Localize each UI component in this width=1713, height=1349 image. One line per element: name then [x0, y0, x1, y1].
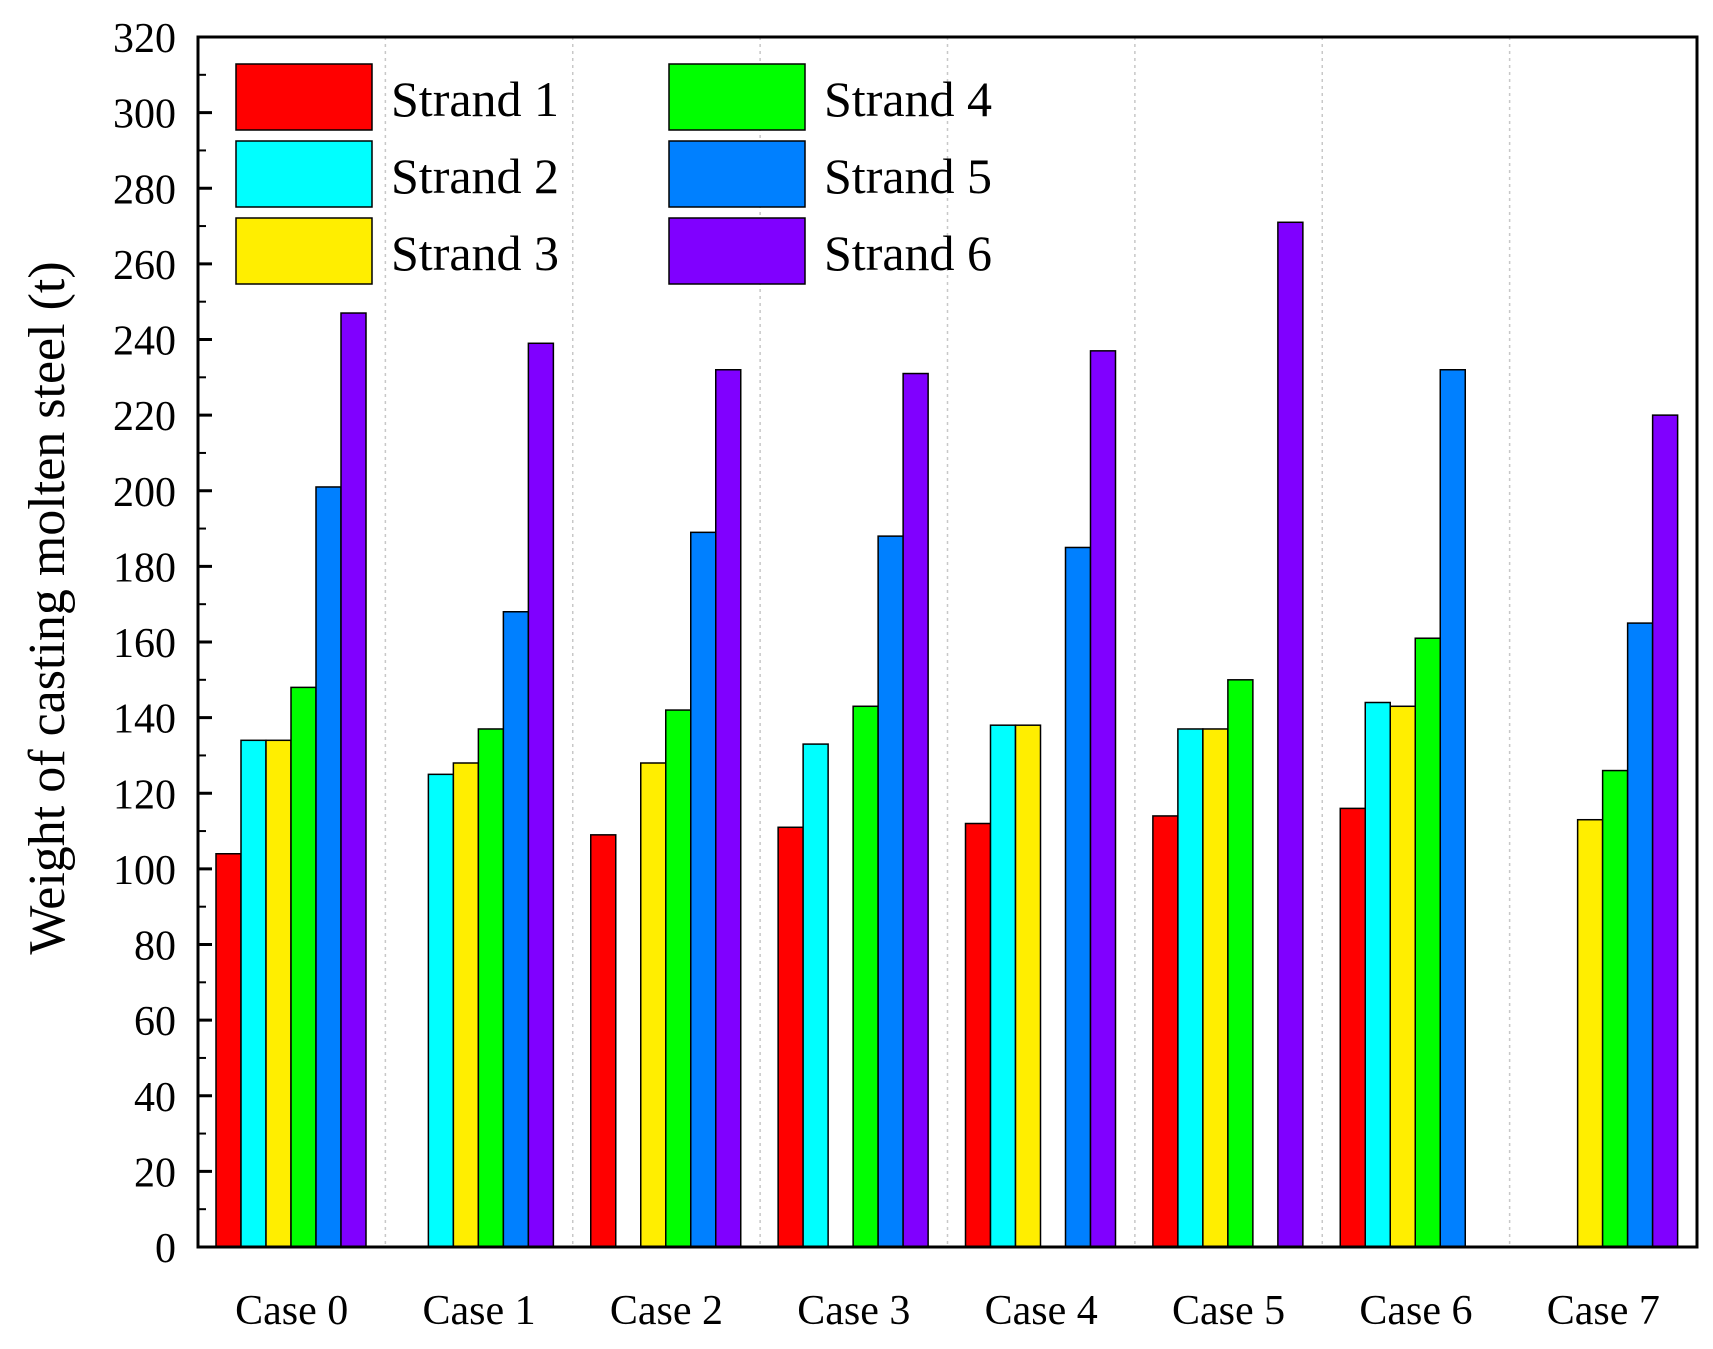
bar-strand-4-case-5: [1227, 679, 1254, 1248]
grid-lines: [384, 37, 1511, 1247]
bar-strand-5-case-3: [877, 535, 904, 1248]
bar-strand-5-case-6: [1439, 369, 1466, 1248]
bar-strand-2-case-5: [1177, 728, 1204, 1248]
y-axis-ticks: 0 20 40 60 80 100 120 140 160 180 200 220 240 260 280 3…: [113, 16, 212, 1272]
legend-swatch: [235, 217, 373, 285]
y-tick-label: 320: [113, 16, 176, 62]
bar-strand-6-case-2: [715, 369, 742, 1248]
legend-label: Strand 4: [824, 71, 992, 127]
y-axis-title: Weight of casting molten steel (t): [19, 261, 76, 954]
bar-strand-3-case-5: [1202, 728, 1229, 1248]
bar-strand-6-case-5: [1277, 221, 1304, 1248]
legend-swatch: [235, 63, 373, 131]
bar-strand-6-case-7: [1651, 414, 1679, 1248]
y-tick-label: 40: [134, 1075, 176, 1121]
bar-strand-1-case-4: [964, 822, 992, 1248]
bar-strand-5-case-1: [502, 611, 530, 1248]
bar-strand-3-case-0: [265, 739, 292, 1248]
bar-strand-2-case-6: [1364, 701, 1391, 1248]
y-tick-label: 260: [113, 243, 176, 289]
x-category-label: Case 7: [1547, 1288, 1660, 1334]
bar-strand-2-case-1: [427, 773, 455, 1248]
x-category-label: Case 3: [797, 1288, 910, 1334]
bar-strand-1-case-0: [215, 853, 242, 1248]
y-tick-label: 200: [113, 470, 176, 516]
x-category-label: Case 0: [235, 1288, 348, 1334]
x-category-label: Case 2: [610, 1288, 723, 1334]
bar-strand-4-case-1: [477, 728, 505, 1248]
bar-strand-6-case-4: [1089, 350, 1117, 1248]
bar-strand-3-case-6: [1389, 705, 1416, 1248]
bar-strand-5-case-0: [315, 486, 342, 1248]
bar-strand-1-case-2: [590, 834, 617, 1248]
y-tick-label: 240: [113, 319, 176, 365]
legend-label: Strand 1: [391, 71, 559, 127]
bar-strand-3-case-1: [452, 762, 480, 1248]
y-tick-label: 120: [113, 772, 176, 818]
x-category-label: Case 1: [422, 1288, 535, 1334]
bar-strand-2-case-4: [989, 724, 1017, 1248]
bar-strand-4-case-7: [1601, 769, 1629, 1248]
bar-strand-6-case-1: [527, 342, 555, 1248]
bar-strand-6-case-0: [340, 312, 367, 1248]
bar-strand-3-case-7: [1576, 818, 1604, 1248]
y-tick-label: 280: [113, 167, 176, 213]
bar-strand-4-case-6: [1414, 637, 1441, 1248]
bar-strand-4-case-2: [665, 709, 692, 1248]
legend: Strand 1 Strand 2 Strand 3 Strand 4 Strand 5…: [235, 63, 992, 285]
y-tick-label: 20: [134, 1150, 176, 1196]
legend-label: Strand 5: [824, 148, 992, 204]
legend-label: Strand 6: [824, 225, 992, 281]
bar-strand-4-case-3: [852, 705, 879, 1248]
legend-swatch: [668, 217, 806, 285]
x-axis-categories: Case 0 Case 1 Case 2 Case 3 Case 4 Case 5 Case…: [235, 1288, 1660, 1334]
bar-strand-5-case-7: [1626, 622, 1654, 1248]
y-tick-label: 80: [134, 924, 176, 970]
bar-strand-1-case-5: [1152, 815, 1179, 1248]
y-tick-label: 300: [113, 92, 176, 138]
x-category-label: Case 5: [1172, 1288, 1285, 1334]
legend-swatch: [235, 140, 373, 208]
bar-strand-1-case-6: [1339, 807, 1366, 1248]
y-tick-label: 100: [113, 848, 176, 894]
bar-strand-2-case-3: [802, 743, 829, 1248]
y-tick-label: 60: [134, 999, 176, 1045]
bar-strand-5-case-2: [690, 531, 717, 1248]
bar-strand-3-case-2: [640, 762, 667, 1248]
y-tick-label: 220: [113, 394, 176, 440]
legend-label: Strand 3: [391, 225, 559, 281]
bar-strand-2-case-0: [240, 739, 267, 1248]
legend-swatch: [668, 140, 806, 208]
bar-strand-1-case-3: [777, 826, 804, 1248]
bar-strand-6-case-3: [902, 372, 929, 1248]
bar-strand-4-case-0: [290, 686, 317, 1248]
legend-label: Strand 2: [391, 148, 559, 204]
bar-strand-5-case-4: [1064, 546, 1092, 1248]
y-tick-label: 0: [155, 1226, 176, 1272]
y-tick-label: 180: [113, 545, 176, 591]
y-tick-label: 160: [113, 621, 176, 667]
bar-strand-3-case-4: [1014, 724, 1042, 1248]
x-category-label: Case 6: [1359, 1288, 1472, 1334]
legend-swatch: [668, 63, 806, 131]
x-category-label: Case 4: [985, 1288, 1098, 1334]
y-tick-label: 140: [113, 697, 176, 743]
